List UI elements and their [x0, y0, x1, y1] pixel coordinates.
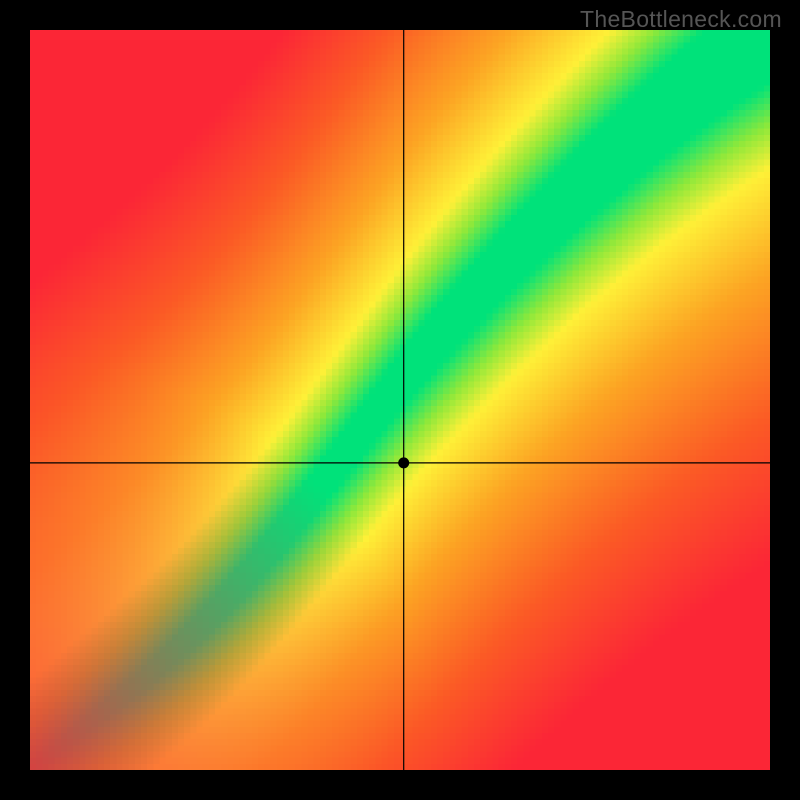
chart-overlay	[30, 30, 770, 770]
chart-container: TheBottleneck.com	[0, 0, 800, 800]
watermark-text: TheBottleneck.com	[580, 6, 782, 33]
marker-point	[398, 457, 409, 468]
